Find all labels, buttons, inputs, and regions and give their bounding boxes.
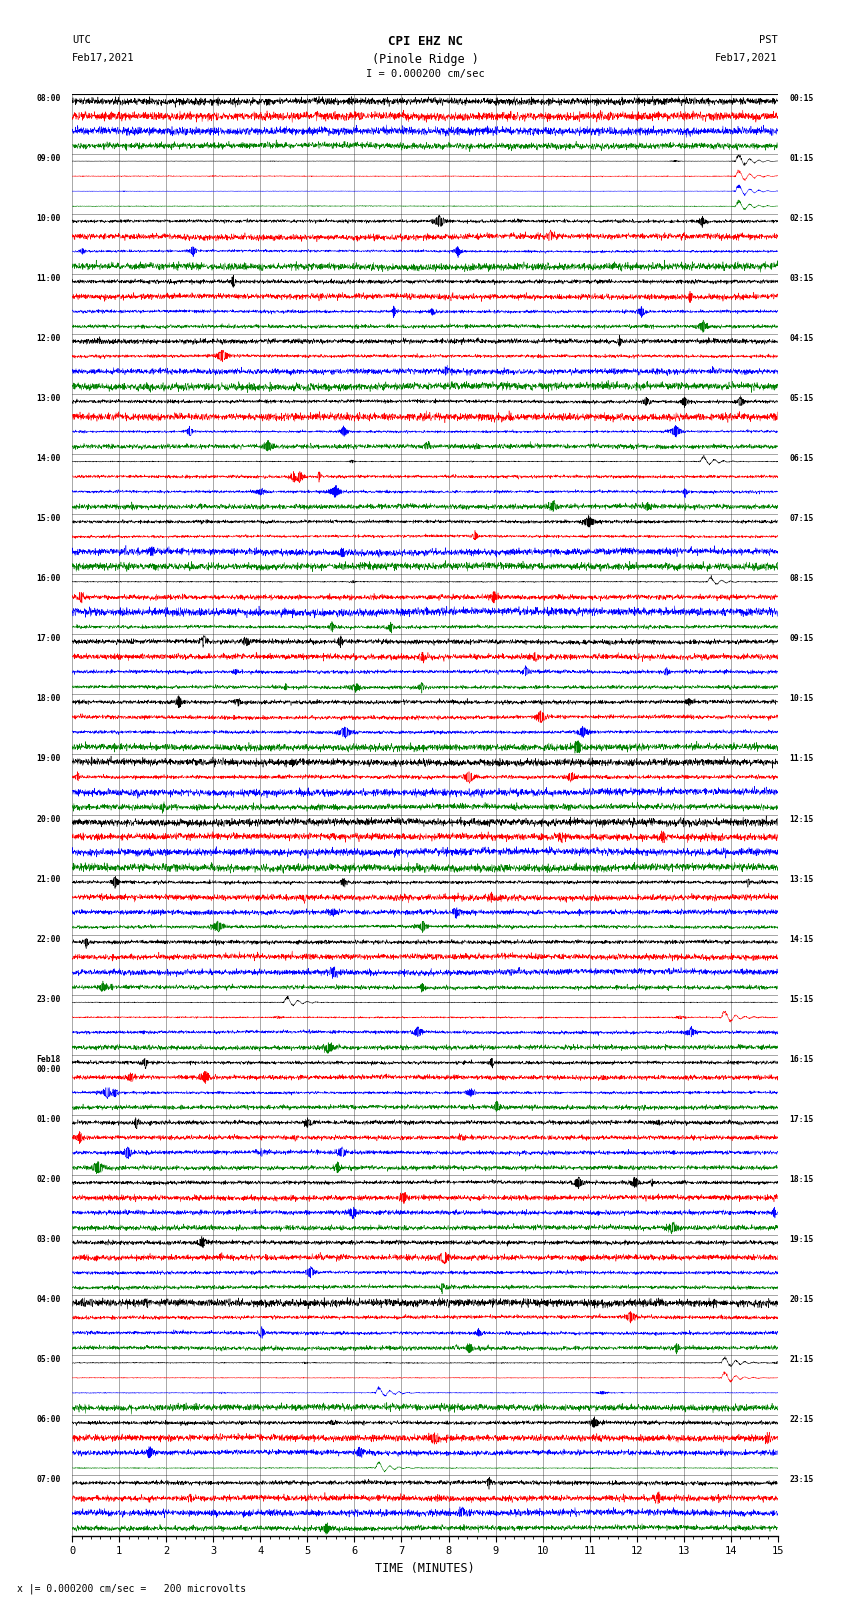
- Text: 07:15: 07:15: [790, 515, 814, 523]
- Text: 00:15: 00:15: [790, 94, 814, 103]
- Text: 06:15: 06:15: [790, 455, 814, 463]
- Text: 12:00: 12:00: [36, 334, 60, 344]
- Text: 10:00: 10:00: [36, 215, 60, 223]
- Text: 08:15: 08:15: [790, 574, 814, 584]
- Text: (Pinole Ridge ): (Pinole Ridge ): [371, 53, 479, 66]
- Text: 02:00: 02:00: [36, 1174, 60, 1184]
- Text: 23:15: 23:15: [790, 1476, 814, 1484]
- Text: 17:15: 17:15: [790, 1115, 814, 1124]
- Text: 13:00: 13:00: [36, 394, 60, 403]
- Text: 01:15: 01:15: [790, 153, 814, 163]
- Text: Feb17,2021: Feb17,2021: [715, 53, 778, 63]
- Text: 11:00: 11:00: [36, 274, 60, 282]
- Text: 07:00: 07:00: [36, 1476, 60, 1484]
- Text: 03:15: 03:15: [790, 274, 814, 282]
- Text: 21:00: 21:00: [36, 874, 60, 884]
- Text: CPI EHZ NC: CPI EHZ NC: [388, 35, 462, 48]
- Text: 16:00: 16:00: [36, 574, 60, 584]
- Text: 04:15: 04:15: [790, 334, 814, 344]
- Text: 22:15: 22:15: [790, 1416, 814, 1424]
- Text: 06:00: 06:00: [36, 1416, 60, 1424]
- Text: 09:15: 09:15: [790, 634, 814, 644]
- Text: 11:15: 11:15: [790, 755, 814, 763]
- Text: Feb18
00:00: Feb18 00:00: [36, 1055, 60, 1074]
- Text: 18:15: 18:15: [790, 1174, 814, 1184]
- Text: 09:00: 09:00: [36, 153, 60, 163]
- Text: 18:00: 18:00: [36, 695, 60, 703]
- Text: 14:15: 14:15: [790, 936, 814, 944]
- Text: 12:15: 12:15: [790, 815, 814, 824]
- Text: UTC: UTC: [72, 35, 91, 45]
- Text: I = 0.000200 cm/sec: I = 0.000200 cm/sec: [366, 69, 484, 79]
- Text: 15:00: 15:00: [36, 515, 60, 523]
- Text: 19:15: 19:15: [790, 1236, 814, 1244]
- Text: 16:15: 16:15: [790, 1055, 814, 1065]
- Text: 23:00: 23:00: [36, 995, 60, 1003]
- Text: 19:00: 19:00: [36, 755, 60, 763]
- Text: Feb17,2021: Feb17,2021: [72, 53, 135, 63]
- Text: 03:00: 03:00: [36, 1236, 60, 1244]
- Text: x |= 0.000200 cm/sec =   200 microvolts: x |= 0.000200 cm/sec = 200 microvolts: [17, 1582, 246, 1594]
- Text: PST: PST: [759, 35, 778, 45]
- Text: 13:15: 13:15: [790, 874, 814, 884]
- Text: 05:15: 05:15: [790, 394, 814, 403]
- Text: 10:15: 10:15: [790, 695, 814, 703]
- Text: 22:00: 22:00: [36, 936, 60, 944]
- Text: 01:00: 01:00: [36, 1115, 60, 1124]
- Text: 05:00: 05:00: [36, 1355, 60, 1365]
- Text: 02:15: 02:15: [790, 215, 814, 223]
- Text: 21:15: 21:15: [790, 1355, 814, 1365]
- Text: 17:00: 17:00: [36, 634, 60, 644]
- Text: 20:15: 20:15: [790, 1295, 814, 1305]
- Text: 04:00: 04:00: [36, 1295, 60, 1305]
- Text: 08:00: 08:00: [36, 94, 60, 103]
- Text: 14:00: 14:00: [36, 455, 60, 463]
- X-axis label: TIME (MINUTES): TIME (MINUTES): [375, 1561, 475, 1574]
- Text: 15:15: 15:15: [790, 995, 814, 1003]
- Text: 20:00: 20:00: [36, 815, 60, 824]
